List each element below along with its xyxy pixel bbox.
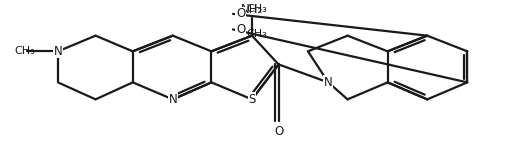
Text: N: N <box>168 93 177 106</box>
Text: CH₃: CH₃ <box>247 4 268 14</box>
Text: NH₂: NH₂ <box>241 3 263 16</box>
Text: N: N <box>324 76 332 89</box>
Text: CH₃: CH₃ <box>14 46 35 56</box>
Text: CH₃: CH₃ <box>247 29 268 39</box>
Text: N: N <box>54 45 62 58</box>
Text: S: S <box>249 93 255 106</box>
Text: O: O <box>236 7 245 20</box>
Text: O: O <box>274 126 283 138</box>
Text: O: O <box>236 23 245 36</box>
